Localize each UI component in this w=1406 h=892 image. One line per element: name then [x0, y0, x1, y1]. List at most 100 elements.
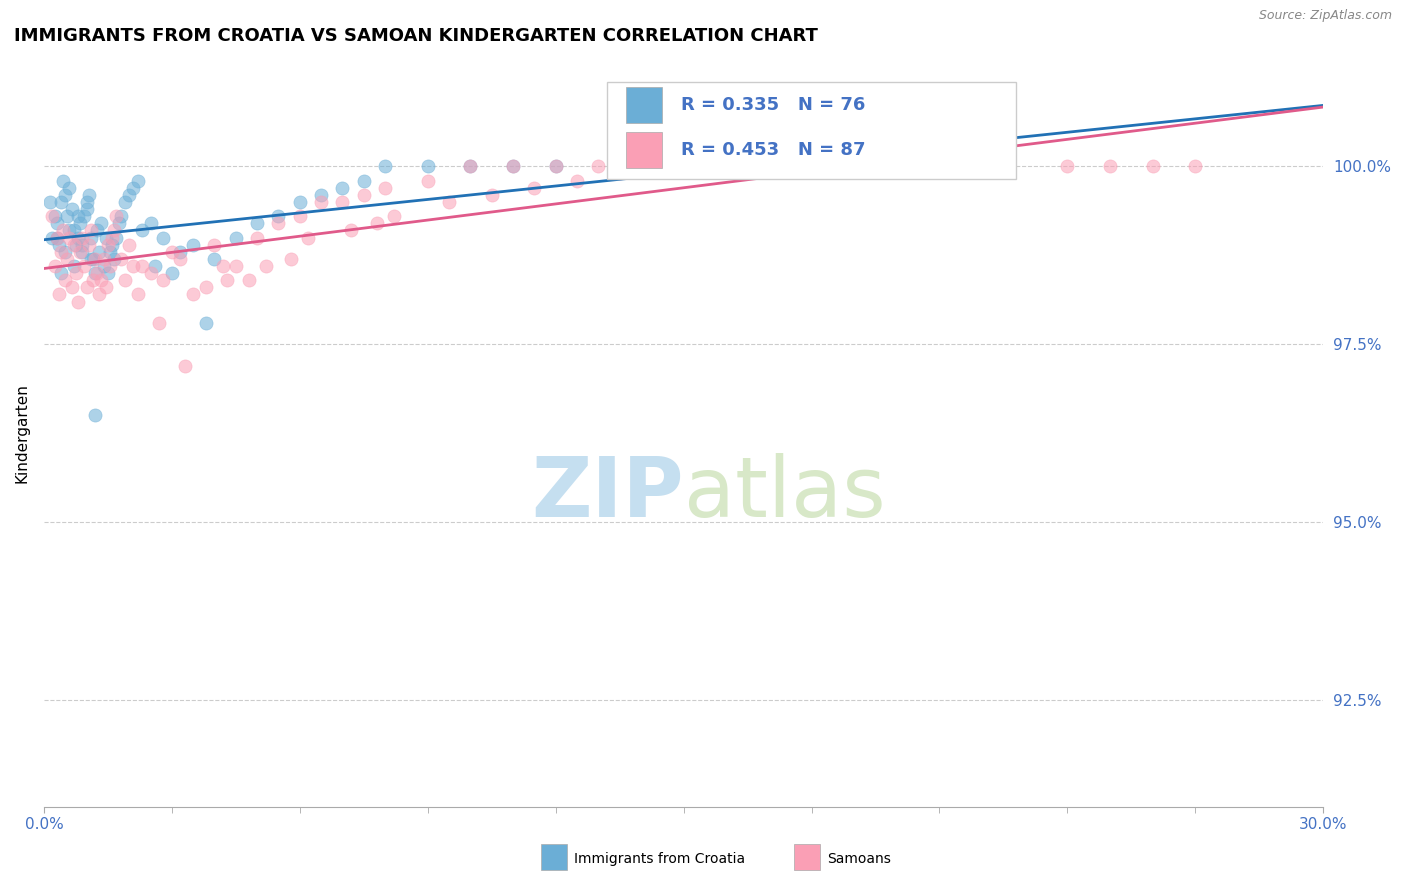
Point	[89, 287, 111, 301]
Point	[523, 180, 546, 194]
Point	[62, 223, 84, 237]
Point	[254, 259, 277, 273]
Point	[972, 160, 994, 174]
Point	[1142, 160, 1164, 174]
Point	[73, 259, 96, 273]
Point	[97, 237, 120, 252]
Text: ZIP: ZIP	[531, 452, 683, 533]
Point	[169, 252, 191, 266]
Point	[886, 160, 908, 174]
Point	[84, 409, 107, 423]
Point	[80, 252, 103, 266]
Point	[58, 230, 80, 244]
Point	[107, 216, 129, 230]
Point	[41, 230, 63, 244]
Point	[416, 160, 439, 174]
Point	[49, 266, 72, 280]
Point	[672, 160, 695, 174]
Point	[98, 244, 121, 259]
Point	[122, 180, 145, 194]
Point	[225, 230, 247, 244]
Point	[160, 244, 183, 259]
Point	[98, 259, 121, 273]
Point	[131, 223, 153, 237]
Point	[118, 237, 141, 252]
Point	[52, 223, 75, 237]
Point	[204, 252, 226, 266]
Point	[374, 180, 396, 194]
Point	[181, 237, 204, 252]
Point	[544, 160, 567, 174]
Point	[758, 160, 780, 174]
Point	[97, 266, 120, 280]
Point	[76, 202, 98, 216]
Point	[437, 194, 460, 209]
Point	[565, 173, 588, 187]
Point	[758, 160, 780, 174]
Point	[66, 294, 89, 309]
Point	[105, 209, 128, 223]
Point	[58, 223, 80, 237]
Point	[544, 160, 567, 174]
Point	[76, 280, 98, 294]
Point	[49, 194, 72, 209]
Point	[48, 287, 70, 301]
Point	[353, 187, 375, 202]
Point	[101, 230, 124, 244]
Point	[1184, 160, 1206, 174]
Point	[90, 273, 112, 287]
Point	[886, 160, 908, 174]
Point	[481, 187, 503, 202]
Point	[651, 160, 673, 174]
Point	[114, 273, 136, 287]
Point	[56, 252, 79, 266]
Point	[1056, 160, 1078, 174]
Point	[82, 252, 104, 266]
Point	[309, 194, 332, 209]
Point	[148, 316, 170, 330]
Point	[65, 266, 87, 280]
Point	[1099, 160, 1122, 174]
Point	[672, 160, 695, 174]
Point	[332, 180, 354, 194]
Point	[72, 244, 94, 259]
Point	[84, 252, 107, 266]
Point	[94, 230, 117, 244]
Y-axis label: Kindergarten: Kindergarten	[15, 384, 30, 483]
Point	[630, 160, 652, 174]
Point	[353, 173, 375, 187]
Point	[73, 209, 96, 223]
Point	[80, 230, 103, 244]
Point	[77, 237, 100, 252]
Point	[217, 273, 239, 287]
Point	[72, 230, 94, 244]
Point	[56, 209, 79, 223]
Point	[45, 230, 67, 244]
Point	[86, 266, 108, 280]
Point	[609, 166, 631, 180]
Point	[69, 216, 91, 230]
Point	[72, 237, 94, 252]
Point	[288, 194, 311, 209]
Point	[45, 230, 67, 244]
Point	[502, 160, 524, 174]
Point	[44, 259, 66, 273]
Point	[69, 244, 91, 259]
Point	[246, 216, 269, 230]
Point	[86, 223, 108, 237]
Point	[460, 160, 482, 174]
Point	[238, 273, 260, 287]
Point	[844, 160, 866, 174]
Point	[460, 160, 482, 174]
Point	[48, 237, 70, 252]
Point	[89, 244, 111, 259]
Point	[160, 266, 183, 280]
Point	[630, 160, 652, 174]
Point	[173, 359, 195, 373]
Point	[502, 160, 524, 174]
Point	[103, 223, 125, 237]
Point	[93, 252, 115, 266]
Text: atlas: atlas	[683, 452, 886, 533]
Point	[110, 209, 132, 223]
Point	[212, 259, 235, 273]
